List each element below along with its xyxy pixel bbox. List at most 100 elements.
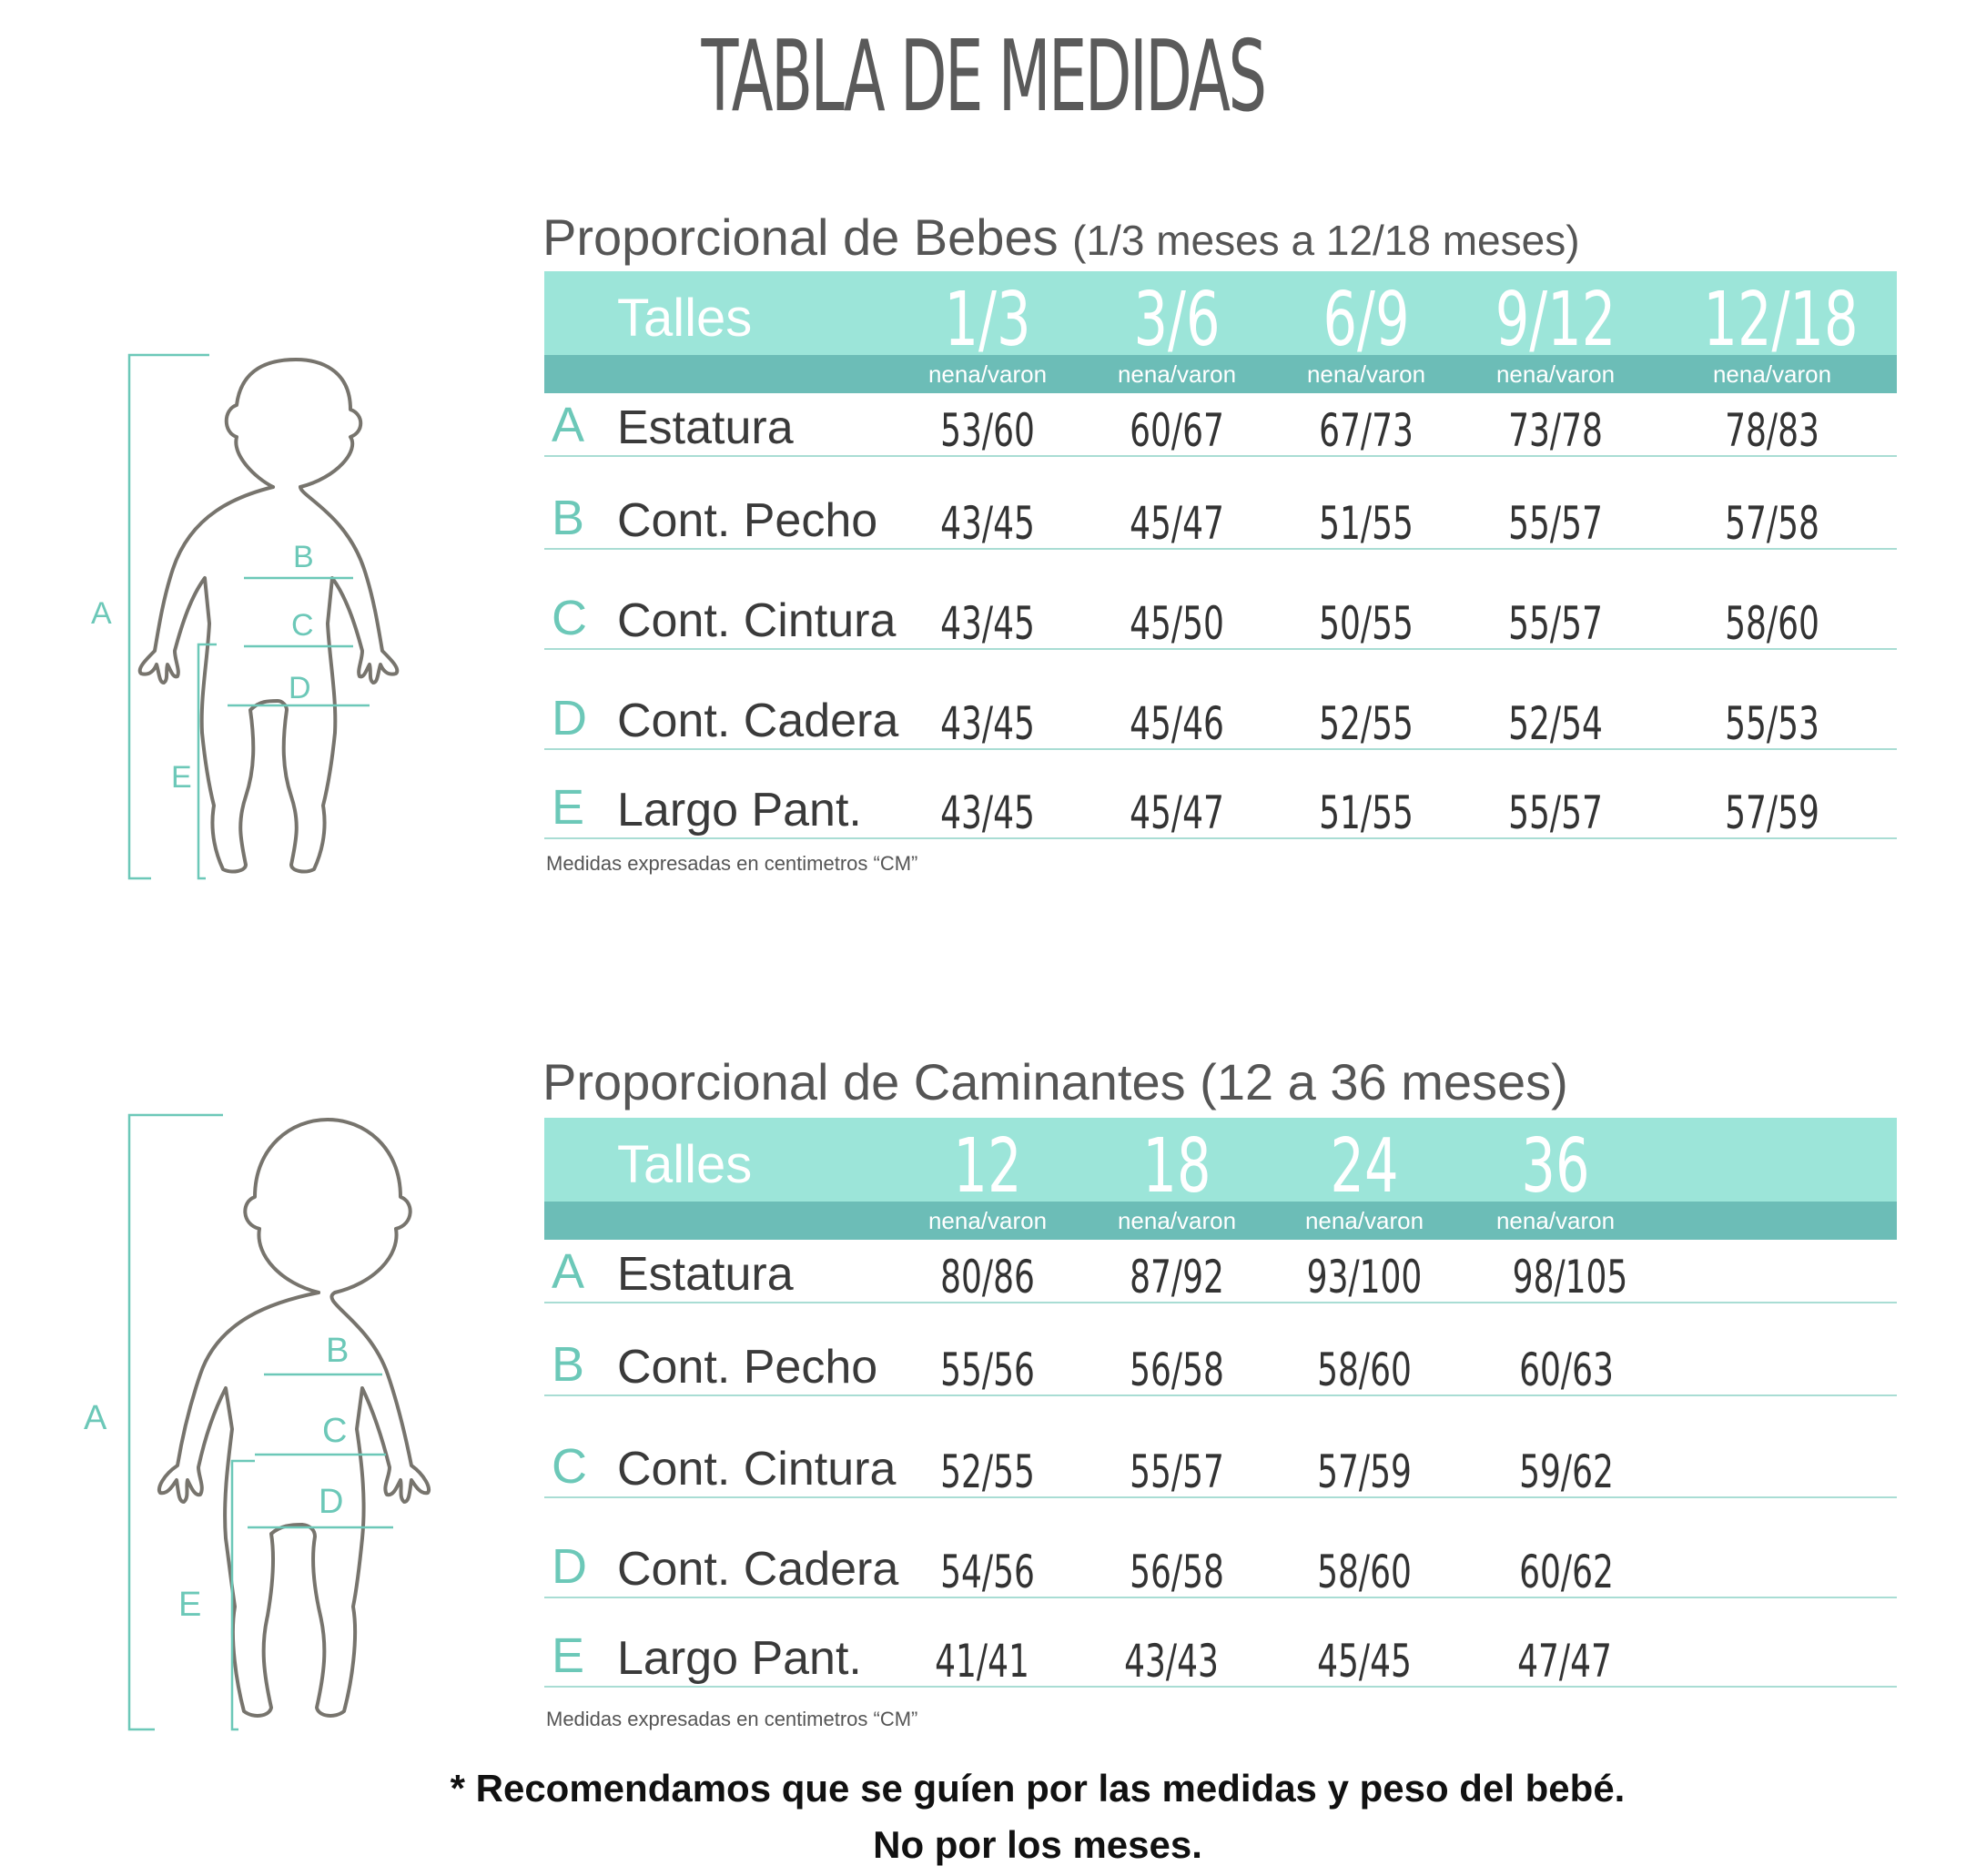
row-label: Estatura (617, 401, 794, 454)
row-label: Cont. Cintura (617, 594, 897, 647)
talles-header: Talles (617, 1135, 753, 1194)
bebes-subtitle-range: (1/3 meses a 12/18 meses) (1072, 217, 1580, 264)
table-cell: 53/60 (940, 404, 1035, 457)
baby-figure-diagram: A B C D E (91, 353, 400, 880)
table-cell: 45/46 (1130, 697, 1224, 750)
row-label: Cont. Cintura (617, 1443, 897, 1496)
table-row: D Cont. Cadera 43/45 45/46 52/55 52/54 5… (544, 659, 1897, 750)
table-cell: 60/63 (1519, 1344, 1614, 1396)
row-label: Cont. Pecho (617, 1341, 878, 1394)
row-label: Largo Pant. (617, 1632, 862, 1685)
recommendation-line-2: No por los meses. (873, 1823, 1202, 1866)
table-cell: 55/57 (1508, 497, 1603, 550)
table-cell: 78/83 (1725, 404, 1819, 457)
row-divider (544, 1394, 1897, 1396)
size-subheader: nena/varon (927, 360, 1048, 388)
table-cell: 52/55 (940, 1445, 1035, 1498)
row-divider (544, 1597, 1897, 1598)
table-cell: 73/78 (1508, 404, 1603, 457)
size-subheader: nena/varon (1495, 1207, 1616, 1234)
table-cell: 55/57 (1508, 597, 1603, 650)
table-row: D Cont. Cadera 54/56 56/58 58/60 60/62 (544, 1507, 1897, 1598)
row-divider (544, 1496, 1897, 1498)
table-subheader-band (544, 1202, 1897, 1240)
row-divider (544, 548, 1897, 550)
row-divider (544, 648, 1897, 650)
size-subheader: nena/varon (1304, 1207, 1424, 1234)
table-cell: 43/45 (940, 786, 1035, 839)
page-title: TABLA DE MEDIDAS (701, 20, 1267, 134)
table-subheader-band (544, 355, 1897, 393)
row-label: Largo Pant. (617, 784, 862, 837)
table-row: A Estatura 53/60 60/67 67/73 73/78 78/83 (544, 366, 1897, 457)
row-letter: C (552, 591, 587, 645)
table-cell: 98/105 (1512, 1251, 1628, 1303)
table-cell: 50/55 (1319, 597, 1414, 650)
table-cell: 56/58 (1130, 1546, 1224, 1598)
table-row: B Cont. Pecho 55/56 56/58 58/60 60/63 (544, 1305, 1897, 1396)
row-label: Estatura (617, 1248, 794, 1301)
table-cell: 52/54 (1508, 697, 1603, 750)
figure-label-b: B (293, 540, 314, 574)
size-subheader: nena/varon (927, 1207, 1048, 1234)
table-cell: 80/86 (940, 1251, 1035, 1303)
table-header-band (544, 271, 1897, 355)
row-letter: D (552, 1539, 587, 1594)
table-cell: 55/56 (940, 1344, 1035, 1396)
table-row: C Cont. Cintura 52/55 55/57 57/59 59/62 (544, 1407, 1897, 1498)
figure-label-d: D (319, 1483, 343, 1521)
table-header-band (544, 1118, 1897, 1202)
table-cell: 51/55 (1319, 786, 1414, 839)
size-subheader: nena/varon (1117, 1207, 1237, 1234)
table-cell: 41/41 (935, 1635, 1029, 1688)
table-cell: 45/47 (1130, 786, 1224, 839)
row-label: Cont. Cadera (617, 695, 899, 747)
size-subheader: nena/varon (1306, 360, 1426, 388)
table-cell: 43/45 (940, 697, 1035, 750)
row-divider (544, 455, 1897, 457)
size-subheader: nena/varon (1495, 360, 1616, 388)
size-header: 12/18 (1703, 277, 1859, 363)
row-letter: A (552, 398, 585, 452)
table-cell: 60/62 (1519, 1546, 1614, 1598)
table-cell: 59/62 (1519, 1445, 1614, 1498)
table-row: E Largo Pant. 43/45 45/47 51/55 55/57 57… (544, 748, 1897, 839)
table-row: C Cont. Cintura 43/45 45/50 50/55 55/57 … (544, 559, 1897, 650)
table-cell: 47/47 (1517, 1635, 1612, 1688)
row-divider (544, 837, 1897, 839)
bebes-subtitle: Proporcional de Bebes (1/3 meses a 12/18… (542, 208, 1580, 267)
recommendation-line-1: * Recomendamos que se guíen por las medi… (450, 1767, 1626, 1810)
row-letter: E (552, 1628, 585, 1683)
table-cell: 56/58 (1130, 1344, 1224, 1396)
table-cell: 93/100 (1306, 1251, 1423, 1303)
table-cell: 58/60 (1725, 597, 1819, 650)
table-cell: 60/67 (1130, 404, 1224, 457)
table-row: E Largo Pant. 41/41 43/43 45/45 47/47 (544, 1597, 1897, 1688)
table-cell: 57/59 (1317, 1445, 1412, 1498)
recommendation-note: * Recomendamos que se guíen por las medi… (55, 1760, 1966, 1873)
units-note: Medidas expresadas en centimetros “CM” (546, 1708, 918, 1730)
bebes-subtitle-main: Proporcional de Bebes (542, 208, 1059, 266)
table-cell: 57/58 (1725, 497, 1819, 550)
size-subheader: nena/varon (1117, 360, 1237, 388)
table-cell: 43/45 (940, 497, 1035, 550)
table-cell: 58/60 (1317, 1546, 1412, 1598)
figure-label-a: A (91, 596, 112, 631)
table-cell: 55/57 (1130, 1445, 1224, 1498)
row-letter: C (552, 1439, 587, 1494)
table-cell: 51/55 (1319, 497, 1414, 550)
row-label: Cont. Pecho (617, 494, 878, 547)
row-letter: B (552, 1337, 585, 1392)
size-subheader: nena/varon (1712, 360, 1832, 388)
figure-label-e: E (171, 760, 192, 795)
figure-label-e: E (178, 1586, 201, 1624)
size-header: 24 (1330, 1123, 1399, 1210)
figure-label-b: B (326, 1332, 349, 1370)
size-header: 9/12 (1495, 277, 1616, 363)
caminantes-size-table: Talles 12 18 24 36 nena/varon nena/varon… (544, 1118, 1897, 1700)
table-cell: 55/53 (1725, 697, 1819, 750)
row-letter: B (552, 491, 585, 545)
table-cell: 54/56 (940, 1546, 1035, 1598)
row-label: Cont. Cadera (617, 1543, 899, 1596)
units-note: Medidas expresadas en centimetros “CM” (546, 852, 918, 875)
